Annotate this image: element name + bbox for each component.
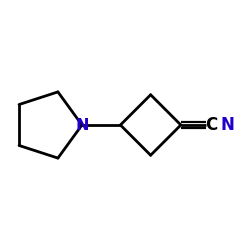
Text: N: N xyxy=(75,118,89,132)
Text: C: C xyxy=(205,116,217,134)
Text: N: N xyxy=(220,116,234,134)
